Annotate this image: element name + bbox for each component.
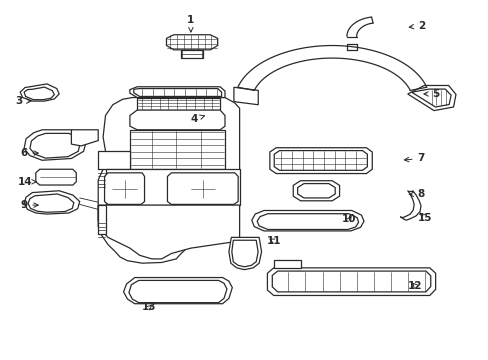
Text: 12: 12 — [407, 281, 422, 291]
Circle shape — [157, 218, 181, 235]
Polygon shape — [297, 184, 334, 198]
Circle shape — [116, 182, 133, 195]
Polygon shape — [181, 50, 203, 58]
Circle shape — [58, 173, 70, 181]
Polygon shape — [24, 191, 80, 214]
Text: 11: 11 — [266, 236, 281, 246]
Polygon shape — [167, 173, 238, 204]
Polygon shape — [130, 87, 224, 98]
Polygon shape — [123, 278, 232, 304]
Polygon shape — [105, 169, 239, 205]
Polygon shape — [137, 98, 220, 110]
Polygon shape — [411, 89, 450, 107]
Polygon shape — [98, 151, 130, 169]
Polygon shape — [20, 84, 59, 101]
Text: 6: 6 — [20, 148, 38, 158]
Text: 9: 9 — [20, 200, 38, 210]
Circle shape — [42, 172, 56, 182]
Polygon shape — [104, 173, 144, 204]
Circle shape — [194, 182, 211, 195]
Polygon shape — [71, 130, 98, 146]
Text: 14: 14 — [18, 177, 36, 187]
Polygon shape — [272, 271, 430, 292]
Polygon shape — [130, 110, 224, 130]
Polygon shape — [36, 169, 76, 185]
Polygon shape — [134, 89, 221, 96]
Text: 3: 3 — [15, 96, 31, 106]
Circle shape — [210, 287, 220, 294]
Text: 2: 2 — [408, 21, 424, 31]
Polygon shape — [24, 130, 86, 160]
Polygon shape — [28, 194, 74, 212]
Polygon shape — [166, 35, 217, 50]
Text: 1: 1 — [187, 15, 194, 32]
Text: 4: 4 — [190, 114, 204, 124]
Text: 5: 5 — [423, 89, 439, 99]
Polygon shape — [98, 98, 239, 263]
Polygon shape — [24, 87, 54, 100]
Polygon shape — [273, 260, 300, 268]
Polygon shape — [267, 268, 435, 296]
Polygon shape — [233, 87, 258, 105]
Text: 15: 15 — [417, 213, 431, 222]
Polygon shape — [407, 85, 455, 111]
Polygon shape — [98, 205, 239, 259]
Polygon shape — [228, 237, 261, 270]
Text: 7: 7 — [404, 153, 424, 163]
Polygon shape — [98, 205, 105, 234]
Circle shape — [189, 179, 216, 199]
Polygon shape — [30, 134, 80, 158]
Polygon shape — [231, 240, 258, 267]
Polygon shape — [269, 148, 371, 174]
Polygon shape — [274, 150, 366, 170]
Text: 10: 10 — [341, 215, 356, 224]
Circle shape — [149, 212, 188, 241]
Circle shape — [137, 287, 147, 294]
Text: 8: 8 — [408, 189, 424, 199]
Polygon shape — [293, 181, 339, 201]
Polygon shape — [130, 130, 224, 169]
Polygon shape — [257, 214, 358, 229]
Polygon shape — [251, 211, 363, 231]
Circle shape — [111, 179, 138, 199]
Polygon shape — [129, 280, 226, 303]
Text: 13: 13 — [142, 302, 156, 312]
